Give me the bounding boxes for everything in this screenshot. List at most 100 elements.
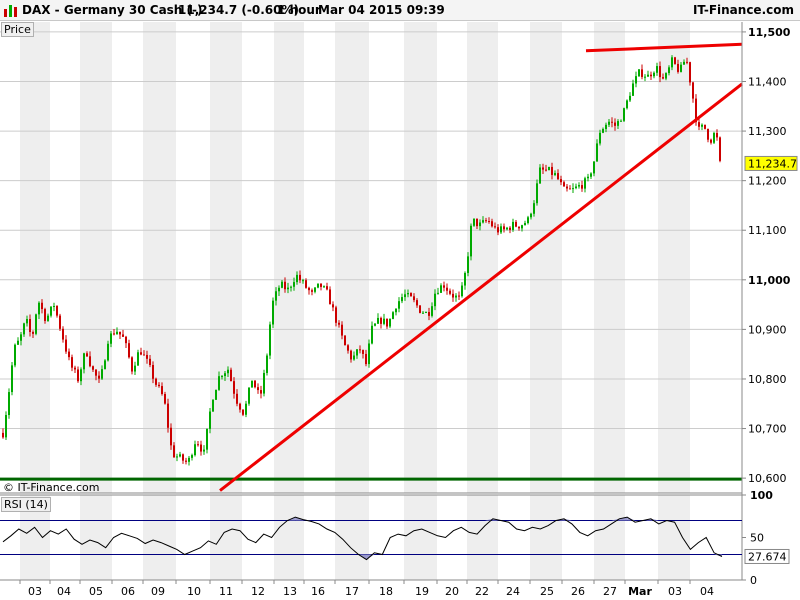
candle-body xyxy=(92,366,94,370)
day-band xyxy=(20,22,50,493)
candle-body xyxy=(383,318,385,324)
candle-body xyxy=(455,295,457,298)
candle-body xyxy=(74,367,76,370)
candle-body xyxy=(491,221,493,227)
candle-body xyxy=(329,289,331,305)
candle-body xyxy=(278,287,280,292)
candle-body xyxy=(293,282,295,287)
candle-body xyxy=(470,225,472,257)
candle-body xyxy=(593,161,595,174)
day-band xyxy=(658,22,690,493)
candle-body xyxy=(626,100,628,109)
candle-body xyxy=(563,182,565,187)
candle-body xyxy=(701,124,703,127)
candle-body xyxy=(602,128,604,133)
candle-body xyxy=(494,226,496,228)
candle-body xyxy=(416,300,418,306)
day-band-rsi xyxy=(210,495,242,580)
candle-body xyxy=(656,66,658,73)
candle-body xyxy=(11,365,13,393)
candle-body xyxy=(677,63,679,72)
candle-body xyxy=(41,302,43,310)
candle-body xyxy=(338,322,340,325)
candle-body xyxy=(86,353,88,357)
candle-body xyxy=(65,339,67,352)
candle-body xyxy=(581,185,583,189)
price-axis: 10,600 10,700 10,800 10,900 11,000 11,100 11,2… xyxy=(0,22,798,580)
day-band xyxy=(530,22,562,493)
candle-body xyxy=(53,305,55,307)
last-price-tag xyxy=(744,155,798,171)
timeframe: 1 hour xyxy=(277,3,321,17)
candle-body xyxy=(566,186,568,189)
candle-body xyxy=(5,415,7,438)
rsi-oversold-fill xyxy=(714,554,722,557)
candle-body xyxy=(311,290,313,292)
price-change: 11,234.7 (-0.60%) xyxy=(178,3,299,17)
candle-body xyxy=(515,221,517,227)
candle-body xyxy=(248,387,250,404)
candle-body xyxy=(482,220,484,223)
candle-body xyxy=(161,386,163,394)
day-band-rsi xyxy=(80,495,112,580)
candle-body xyxy=(578,185,580,187)
drawn-lines xyxy=(0,42,743,492)
candle-body xyxy=(29,319,31,333)
candle-body xyxy=(200,444,202,452)
candle-body xyxy=(704,124,706,129)
candle-body xyxy=(152,364,154,379)
candle-body xyxy=(608,121,610,125)
time-tick-label: 11 xyxy=(219,585,233,598)
candle-body xyxy=(479,222,481,227)
candle-body xyxy=(242,409,244,415)
candle-body xyxy=(659,66,661,78)
time-tick-label: 03 xyxy=(668,585,682,598)
candle-body xyxy=(662,77,664,79)
day-band-rsi xyxy=(274,495,304,580)
time-tick-label: 17 xyxy=(345,585,359,598)
candle-body xyxy=(140,352,142,355)
candle-body xyxy=(611,121,613,123)
time-tick-label: 25 xyxy=(540,585,554,598)
candle-body xyxy=(287,287,289,290)
candle-body xyxy=(203,449,205,452)
candle-body xyxy=(320,283,322,287)
time-tick-label: 27 xyxy=(603,585,617,598)
candle-body xyxy=(20,334,22,341)
time-tick-label: 13 xyxy=(283,585,297,598)
candle-body xyxy=(305,280,307,288)
time-tick-label: 22 xyxy=(475,585,489,598)
time-tick-label: 24 xyxy=(506,585,520,598)
time-tick-label: 26 xyxy=(571,585,585,598)
candle-body xyxy=(14,344,16,366)
day-band-rsi xyxy=(594,495,625,580)
candle-body xyxy=(104,360,106,370)
candle-body xyxy=(413,296,415,301)
candle-body xyxy=(446,287,448,291)
candle-body xyxy=(587,176,589,179)
candle-body xyxy=(350,350,352,360)
candle-body xyxy=(119,331,121,335)
candle-body xyxy=(191,455,193,458)
candle-body xyxy=(17,340,19,345)
candle-body xyxy=(485,220,487,222)
candle-body xyxy=(488,220,490,222)
candle-body xyxy=(689,62,691,83)
candle-body xyxy=(356,349,358,356)
day-band xyxy=(467,22,498,493)
copyright: © IT-Finance.com xyxy=(3,481,100,494)
candle-body xyxy=(347,345,349,351)
candle-body xyxy=(158,384,160,387)
candle-body xyxy=(380,317,382,324)
candle-body xyxy=(560,179,562,183)
candle-body xyxy=(617,121,619,126)
day-band xyxy=(594,22,625,493)
candle-body xyxy=(194,444,196,456)
candle-body xyxy=(449,290,451,294)
candle-body xyxy=(641,69,643,77)
candle-body xyxy=(713,133,715,143)
candle-body xyxy=(686,61,688,63)
candle-body xyxy=(110,333,112,344)
candle-body xyxy=(359,349,361,351)
candle-body xyxy=(533,203,535,214)
